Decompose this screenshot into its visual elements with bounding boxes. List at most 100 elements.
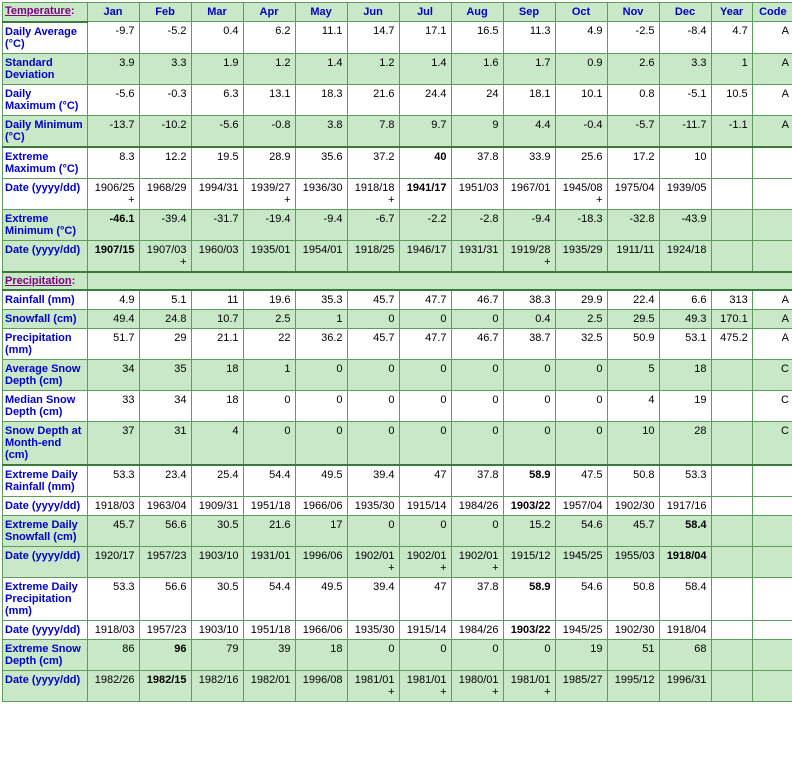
cell-value: 12.2 [139, 147, 191, 179]
cell-value: 1935/29 [555, 240, 607, 272]
cell-value: 1907/15 [87, 240, 139, 272]
column-header: Code [752, 3, 792, 22]
cell-value: A [752, 115, 792, 147]
cell-value: 22.4 [607, 290, 659, 310]
column-header: Jun [347, 3, 399, 22]
cell-value: 6.2 [243, 22, 295, 54]
cell-value: 2.5 [555, 309, 607, 328]
cell-value: 33.9 [503, 147, 555, 179]
row-label: Extreme Daily Snowfall (cm) [3, 515, 88, 546]
cell-value: 38.3 [503, 290, 555, 310]
cell-value: 0.9 [555, 53, 607, 84]
cell-value: 53.3 [87, 465, 139, 497]
cell-value: 1984/26 [451, 496, 503, 515]
cell-value: 46.7 [451, 328, 503, 359]
row-label: Extreme Daily Precipitation (mm) [3, 577, 88, 620]
cell-value: 17 [295, 515, 347, 546]
column-header: Jan [87, 3, 139, 22]
column-header: Apr [243, 3, 295, 22]
cell-value [711, 390, 752, 421]
row-label: Extreme Maximum (°C) [3, 147, 88, 179]
cell-value: -10.2 [139, 115, 191, 147]
cell-value: 10.7 [191, 309, 243, 328]
cell-value: 0 [451, 421, 503, 465]
cell-value: 0.4 [503, 309, 555, 328]
cell-value: 1951/03 [451, 178, 503, 209]
cell-value: -1.1 [711, 115, 752, 147]
section-title: Temperature [5, 5, 71, 17]
cell-value: 1931/31 [451, 240, 503, 272]
cell-value [752, 496, 792, 515]
cell-value [752, 209, 792, 240]
cell-value: 10.5 [711, 84, 752, 115]
cell-value: 17.1 [399, 22, 451, 54]
cell-value: 30.5 [191, 515, 243, 546]
cell-value: 45.7 [347, 328, 399, 359]
cell-value: 1966/06 [295, 620, 347, 639]
cell-value: 1981/01+ [503, 670, 555, 701]
cell-value: 1968/29 [139, 178, 191, 209]
cell-value: 58.9 [503, 577, 555, 620]
cell-value: 0 [555, 390, 607, 421]
table-row: Date (yyyy/dd)1920/171957/231903/101931/… [3, 546, 792, 577]
column-header: Aug [451, 3, 503, 22]
cell-value: 1902/30 [607, 496, 659, 515]
cell-value: 51 [607, 639, 659, 670]
cell-value: 1918/04 [659, 546, 711, 577]
row-label: Date (yyyy/dd) [3, 240, 88, 272]
column-header: Jul [399, 3, 451, 22]
cell-value: 37 [87, 421, 139, 465]
cell-value: 1996/08 [295, 670, 347, 701]
cell-value: 1945/08+ [555, 178, 607, 209]
cell-value: 38.7 [503, 328, 555, 359]
cell-value: -2.5 [607, 22, 659, 54]
cell-value: 79 [191, 639, 243, 670]
cell-value: 1963/04 [139, 496, 191, 515]
cell-value: A [752, 309, 792, 328]
cell-value: 1939/27+ [243, 178, 295, 209]
cell-value: 1955/03 [607, 546, 659, 577]
cell-value: 1918/18+ [347, 178, 399, 209]
table-row: Extreme Daily Rainfall (mm)53.323.425.45… [3, 465, 792, 497]
cell-value: 2.5 [243, 309, 295, 328]
cell-value: 1935/30 [347, 496, 399, 515]
cell-value: 1.4 [295, 53, 347, 84]
cell-value: 21.1 [191, 328, 243, 359]
cell-value: C [752, 359, 792, 390]
cell-value: 1915/14 [399, 620, 451, 639]
cell-value: 1939/05 [659, 178, 711, 209]
section-title: Precipitation [5, 275, 72, 287]
cell-value: 1957/23 [139, 620, 191, 639]
table-row: Extreme Snow Depth (cm)86967939180000195… [3, 639, 792, 670]
cell-value: 7.8 [347, 115, 399, 147]
cell-value: 18 [659, 359, 711, 390]
row-label: Precipitation (mm) [3, 328, 88, 359]
cell-value: 33 [87, 390, 139, 421]
table-row: Precipitation (mm)51.72921.12236.245.747… [3, 328, 792, 359]
cell-value: 1903/22 [503, 620, 555, 639]
cell-value: 37.2 [347, 147, 399, 179]
cell-value: 29.5 [607, 309, 659, 328]
cell-value: 15.2 [503, 515, 555, 546]
cell-value: 31 [139, 421, 191, 465]
cell-value [711, 670, 752, 701]
row-label: Average Snow Depth (cm) [3, 359, 88, 390]
cell-value: 1951/18 [243, 620, 295, 639]
cell-value [752, 465, 792, 497]
cell-value: -13.7 [87, 115, 139, 147]
cell-value: 9 [451, 115, 503, 147]
cell-value [752, 147, 792, 179]
cell-value: 47.5 [555, 465, 607, 497]
table-row: Standard Deviation3.93.31.91.21.41.21.41… [3, 53, 792, 84]
cell-value: 19 [555, 639, 607, 670]
cell-value: 19 [659, 390, 711, 421]
cell-value: 49.5 [295, 465, 347, 497]
cell-value: -31.7 [191, 209, 243, 240]
cell-value: 18.1 [503, 84, 555, 115]
cell-value: 58.4 [659, 577, 711, 620]
cell-value: 40 [399, 147, 451, 179]
cell-value: 1980/01+ [451, 670, 503, 701]
table-row: Daily Minimum (°C)-13.7-10.2-5.6-0.83.87… [3, 115, 792, 147]
cell-value: -2.2 [399, 209, 451, 240]
cell-value: 32.5 [555, 328, 607, 359]
